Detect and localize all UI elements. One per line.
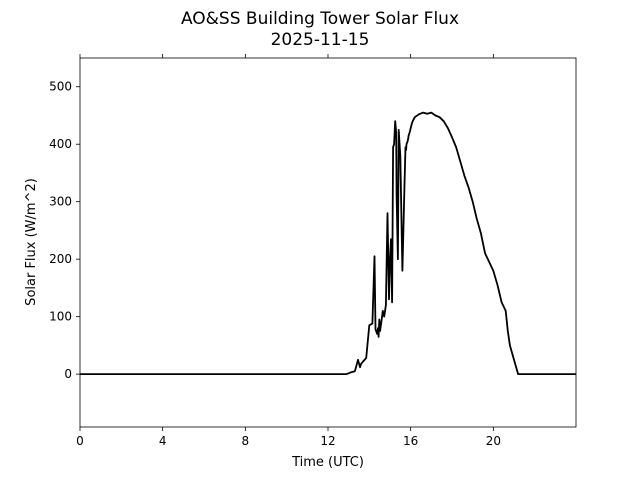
x-tick-label: 12 <box>320 434 335 448</box>
y-tick-label: 500 <box>49 80 72 94</box>
y-axis: 0 100 200 300 400 500 <box>49 80 80 381</box>
y-axis-label: Solar Flux (W/m^2) <box>24 178 39 306</box>
plot-frame <box>79 57 577 428</box>
x-tick-label: 8 <box>242 434 250 448</box>
y-tick-label: 0 <box>64 367 72 381</box>
plot-area <box>80 111 576 376</box>
x-axis-label: Time (UTC) <box>291 455 364 470</box>
x-axis: 0 4 8 12 16 20 <box>76 54 501 448</box>
y-tick-label: 400 <box>49 137 72 151</box>
chart-title: AO&SS Building Tower Solar Flux <box>181 9 459 29</box>
x-tick-label: 20 <box>486 434 501 448</box>
series-line-0 <box>80 111 576 376</box>
y-tick-label: 200 <box>49 252 72 266</box>
x-tick-label: 0 <box>76 434 84 448</box>
chart-subtitle: 2025-11-15 <box>271 30 370 50</box>
x-tick-label: 16 <box>403 434 418 448</box>
y-tick-label: 100 <box>49 310 72 324</box>
y-tick-label: 300 <box>49 195 72 209</box>
x-tick-label: 4 <box>159 434 167 448</box>
